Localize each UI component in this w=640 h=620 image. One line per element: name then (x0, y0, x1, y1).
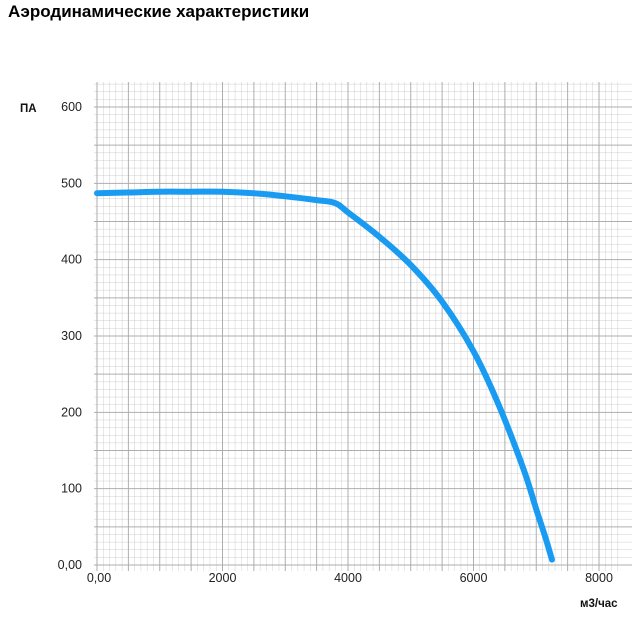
series-group (94, 188, 555, 563)
y-tick-label: 100 (61, 482, 82, 496)
y-tick-label: 500 (61, 176, 82, 190)
y-axis-label: ПА (20, 103, 37, 115)
y-tick-label: 0,00 (58, 558, 82, 572)
y-tick-label: 600 (61, 100, 82, 114)
x-axis-label: м3/час (580, 598, 618, 610)
y-tick-label: 300 (61, 329, 82, 343)
chart-title: Аэродинамические характеристики (8, 2, 310, 21)
x-tick-label: 4000 (334, 571, 362, 585)
x-tick-labels: 0,00 2000 4000 6000 8000 (87, 571, 613, 585)
x-tick-label: 2000 (209, 571, 237, 585)
x-tick-label: 6000 (460, 571, 488, 585)
y-tick-label: 200 (61, 405, 82, 419)
minor-grid (94, 82, 632, 571)
major-grid (94, 82, 632, 571)
series-line (94, 188, 555, 563)
y-tick-label: 400 (61, 253, 82, 267)
x-tick-label: 8000 (585, 571, 613, 585)
x-tick-label: 0,00 (87, 571, 111, 585)
y-tick-labels: 0,00 100 200 300 400 500 600 (58, 100, 82, 572)
